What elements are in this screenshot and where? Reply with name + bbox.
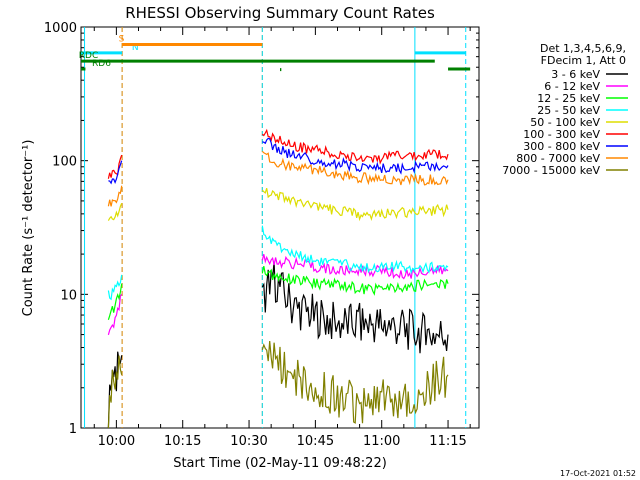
x-tick-label: 11:00 (363, 434, 400, 449)
series-line (261, 128, 449, 165)
series-line (107, 283, 123, 320)
series-line (261, 261, 449, 354)
x-axis-label: Start Time (02-May-11 09:48:22) (173, 456, 387, 471)
flag-label-n: N (132, 43, 139, 53)
series-line (261, 254, 449, 280)
legend-header-line: Det 1,3,4,5,6,9, (540, 42, 626, 55)
plot-frame (80, 26, 480, 429)
legend-entry-label: 50 - 100 keV (530, 116, 600, 129)
legend-entry-label: 6 - 12 keV (544, 80, 600, 93)
series-line (261, 188, 449, 222)
plot-area: 1 10 100 1000 10:00 10:15 10:30 10:45 11:00 11:15… (44, 21, 480, 449)
flag-label-s: S (119, 34, 125, 44)
flag-label-rd6: RD6 (92, 59, 111, 69)
chart-title: RHESSI Observing Summary Count Rates (125, 4, 435, 22)
series-line (107, 274, 123, 301)
series-line (261, 265, 449, 296)
legend-entry-label: 7000 - 15000 keV (502, 164, 600, 177)
legend-entry-label: 300 - 800 keV (523, 140, 600, 153)
x-tick-label: 10:15 (164, 434, 201, 449)
flag-label-rdc: RDC (79, 51, 98, 61)
x-tick-label: 11:15 (429, 434, 466, 449)
y-tick-label: 10 (60, 288, 77, 303)
y-tick-label: 1 (69, 422, 77, 437)
legend-entry-label: 100 - 300 keV (523, 128, 600, 141)
series-line (261, 225, 449, 275)
legend-entry-label: 3 - 6 keV (551, 68, 600, 81)
series-line (262, 137, 449, 175)
legend-entry-label: 12 - 25 keV (537, 92, 600, 105)
legend-entry-label: 800 - 7000 keV (516, 152, 600, 165)
legend: Det 1,3,4,5,6,9,FDecim 1, Att 03 - 6 keV… (502, 42, 628, 177)
y-tick-label: 1000 (44, 21, 77, 36)
series-line (107, 355, 123, 429)
x-tick-label: 10:00 (98, 434, 135, 449)
y-axis-label: Count Rate (s⁻¹ detector⁻¹) (21, 140, 36, 317)
series-line (107, 185, 123, 207)
footer-timestamp: 17-Oct-2021 01:52 (560, 469, 636, 478)
series-line (261, 150, 449, 186)
series-line (107, 154, 123, 179)
x-tick-label: 10:45 (297, 434, 334, 449)
series-line (261, 341, 449, 424)
legend-entry-label: 25 - 50 keV (537, 104, 600, 117)
series-line (108, 160, 123, 185)
x-tick-label: 10:30 (230, 434, 267, 449)
series-line (107, 203, 123, 221)
y-tick-label: 100 (52, 155, 77, 170)
series-line (107, 293, 123, 336)
legend-header-line: FDecim 1, Att 0 (541, 54, 626, 67)
